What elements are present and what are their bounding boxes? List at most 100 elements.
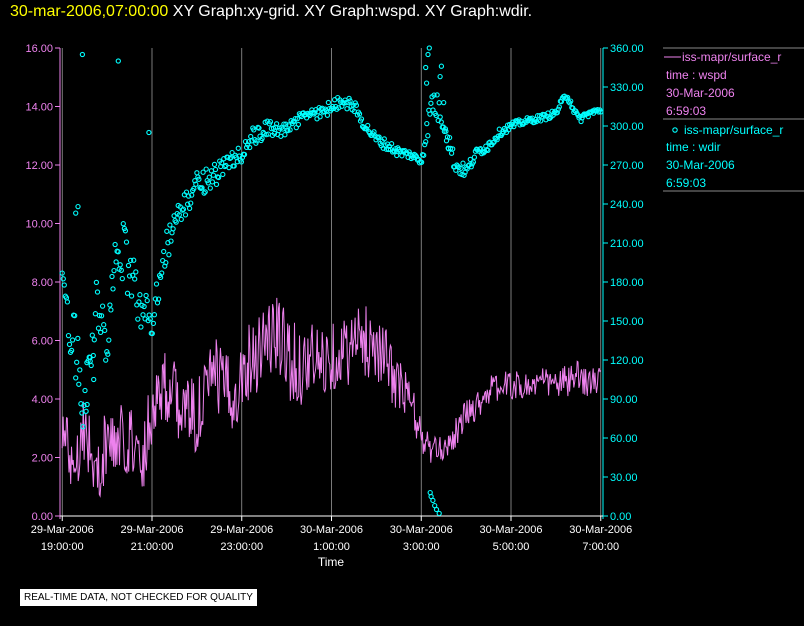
data-point-wdir	[76, 381, 82, 387]
y-right-tick-label: 240.00	[610, 199, 644, 211]
data-point-wdir	[311, 111, 317, 117]
y-right-tick-label: 210.00	[610, 238, 644, 250]
data-point-wdir	[374, 134, 380, 140]
y-left-tick-label: 4.00	[32, 394, 53, 406]
data-point-wdir	[152, 296, 159, 302]
series-line-wspd	[61, 297, 602, 498]
data-point-wdir	[189, 192, 195, 198]
data-point-wdir	[545, 110, 551, 116]
data-point-wdir	[423, 139, 429, 145]
y-right-tick-label: 30.00	[610, 472, 638, 484]
data-quality-disclaimer: REAL-TIME DATA, NOT CHECKED FOR QUALITY	[20, 589, 257, 606]
data-point-wdir	[421, 152, 427, 158]
data-point-wdir	[248, 133, 254, 140]
y-right-tick-label: 150.00	[610, 316, 644, 328]
data-point-wdir	[527, 115, 533, 122]
data-point-wdir	[579, 115, 585, 121]
data-point-wdir	[202, 189, 208, 195]
data-point-wdir	[312, 110, 318, 116]
data-point-wdir	[256, 125, 262, 131]
data-point-wdir	[219, 160, 225, 166]
data-point-wdir	[292, 115, 298, 122]
data-point-wdir	[228, 154, 234, 161]
data-point-wdir	[426, 45, 432, 51]
data-point-wdir	[281, 121, 287, 127]
data-point-wdir	[66, 341, 73, 348]
data-point-wdir	[106, 337, 112, 343]
data-point-wdir	[74, 359, 80, 365]
legend-wdir-var: time : wdir	[666, 140, 721, 154]
data-point-wdir	[88, 362, 94, 369]
data-point-wdir	[93, 279, 100, 286]
data-point-wdir	[131, 257, 137, 263]
data-point-wdir	[164, 228, 170, 234]
y-right-tick-label: 270.00	[610, 160, 644, 172]
data-point-wdir	[438, 63, 445, 69]
data-point-wdir	[68, 347, 75, 354]
data-point-wdir	[433, 506, 440, 513]
x-tick-date: 30-Mar-2006	[300, 524, 363, 536]
data-point-wdir	[133, 269, 139, 275]
data-point-wdir	[119, 275, 125, 282]
data-point-wdir	[460, 160, 466, 166]
data-point-wdir	[353, 102, 360, 108]
data-point-wdir	[422, 141, 428, 148]
y-right-tick-label: 120.00	[610, 355, 644, 367]
data-point-wdir	[178, 216, 184, 223]
data-point-wdir	[135, 316, 141, 322]
data-point-wdir	[267, 119, 274, 125]
data-point-wdir	[127, 257, 134, 264]
graph-title-xy-grid: XY Graph:xy-grid.	[172, 3, 300, 20]
data-point-wdir	[98, 313, 105, 319]
chart-axes: 0.00 2.00 4.00 6.00 8.00 10.00 12.00 14.00 16.00…	[25, 43, 643, 553]
data-point-wdir	[229, 149, 235, 156]
data-point-wdir	[437, 114, 443, 120]
data-point-wdir	[246, 139, 252, 145]
data-point-wdir	[436, 510, 442, 517]
data-point-wdir	[423, 80, 430, 86]
y-right-tick-label: 0.00	[610, 511, 631, 523]
data-point-wdir	[273, 121, 280, 127]
data-point-wdir	[140, 312, 146, 318]
data-point-wdir	[434, 92, 440, 98]
data-point-wdir	[104, 349, 110, 355]
data-point-wdir	[196, 176, 202, 182]
data-point-wdir	[117, 262, 123, 268]
data-point-wdir	[61, 282, 67, 288]
data-point-wdir	[79, 51, 86, 58]
data-point-wdir	[200, 169, 206, 175]
data-point-wdir	[598, 109, 604, 115]
data-point-wdir	[166, 252, 172, 258]
x-tick-time: 1:00:00	[313, 541, 350, 553]
y-left-tick-label: 10.00	[25, 219, 53, 231]
data-point-wdir	[120, 221, 126, 227]
data-point-wdir	[102, 327, 108, 334]
data-point-wdir	[105, 351, 111, 357]
data-point-wdir	[430, 497, 436, 504]
data-point-wdir	[91, 376, 97, 383]
data-point-wdir	[170, 226, 176, 232]
data-point-wdir	[194, 170, 200, 176]
data-point-wdir	[96, 312, 103, 319]
x-tick-date: 29-Mar-2006	[121, 524, 184, 536]
data-point-wdir	[568, 98, 574, 104]
data-point-wdir	[124, 290, 131, 296]
data-point-wdir	[80, 423, 86, 430]
data-point-wdir	[496, 126, 502, 132]
data-point-wdir	[150, 320, 157, 327]
data-point-wdir	[99, 303, 106, 309]
data-point-wdir	[418, 159, 425, 165]
data-point-wdir	[167, 222, 173, 228]
data-point-wdir	[103, 357, 109, 363]
data-point-wdir	[60, 276, 66, 282]
data-point-wdir	[206, 174, 212, 180]
data-point-wdir	[107, 302, 113, 308]
data-point-wdir	[161, 248, 167, 255]
data-point-wdir	[381, 136, 387, 142]
data-point-wdir	[97, 329, 104, 336]
data-point-wdir	[358, 116, 365, 122]
data-point-wdir	[511, 123, 517, 130]
data-point-wdir	[115, 249, 121, 255]
data-point-wdir	[94, 289, 101, 295]
